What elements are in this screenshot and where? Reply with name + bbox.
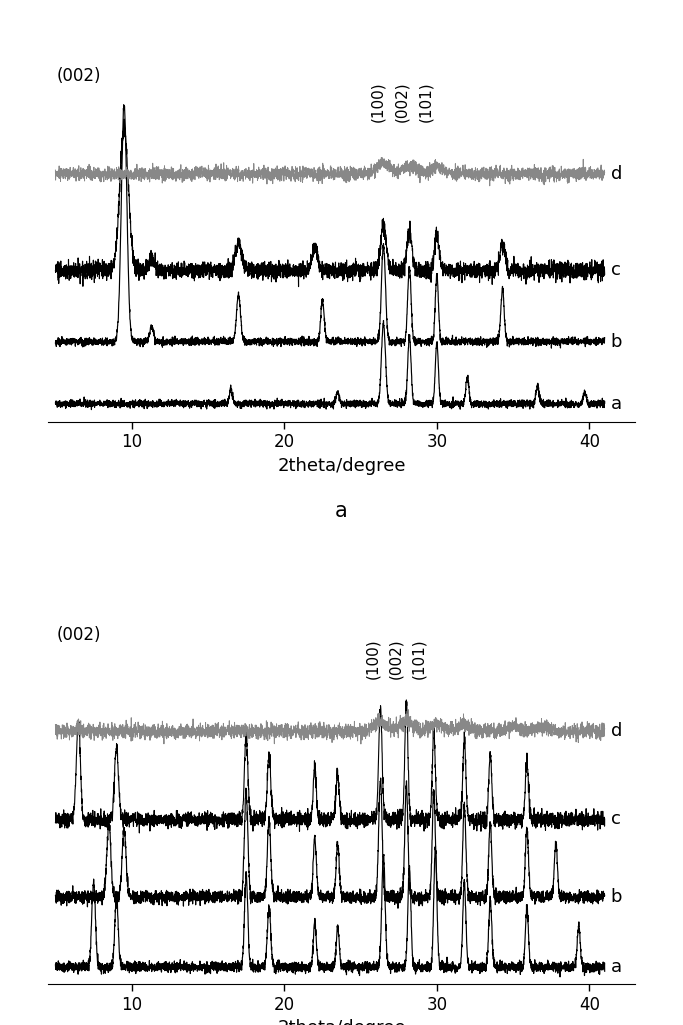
Text: d: d: [611, 722, 622, 740]
Text: a: a: [611, 957, 622, 976]
Text: (002): (002): [388, 639, 403, 680]
Text: b: b: [611, 888, 622, 906]
Text: a: a: [335, 501, 348, 521]
Text: (100): (100): [370, 81, 385, 122]
Text: c: c: [611, 261, 621, 280]
Text: a: a: [611, 395, 622, 412]
Text: d: d: [611, 165, 622, 183]
Text: (100): (100): [365, 639, 380, 680]
Text: (002): (002): [394, 81, 409, 122]
Text: b: b: [611, 332, 622, 351]
X-axis label: 2theta/degree: 2theta/degree: [277, 1019, 406, 1025]
Text: c: c: [611, 811, 621, 828]
Text: (002): (002): [57, 67, 102, 85]
Text: (101): (101): [411, 639, 426, 680]
Text: (002): (002): [57, 626, 102, 644]
Text: (101): (101): [419, 81, 434, 122]
X-axis label: 2theta/degree: 2theta/degree: [277, 457, 406, 475]
